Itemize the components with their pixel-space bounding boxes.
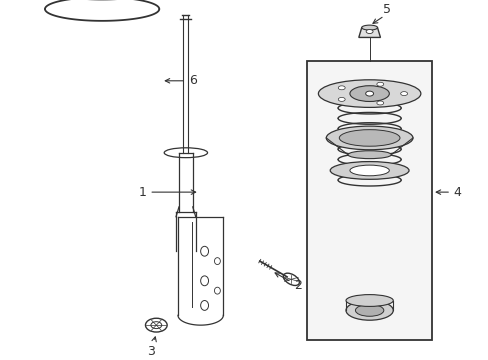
Ellipse shape — [339, 130, 399, 146]
Ellipse shape — [400, 92, 407, 95]
Polygon shape — [358, 28, 380, 37]
Ellipse shape — [365, 91, 373, 96]
Ellipse shape — [325, 126, 412, 150]
Text: 1: 1 — [138, 186, 195, 199]
Ellipse shape — [338, 86, 345, 90]
Text: 5: 5 — [383, 3, 390, 16]
Ellipse shape — [318, 80, 420, 107]
Text: 6: 6 — [165, 74, 196, 87]
Ellipse shape — [355, 305, 383, 316]
Ellipse shape — [361, 25, 377, 30]
Ellipse shape — [329, 162, 408, 179]
Ellipse shape — [376, 82, 383, 86]
Bar — [306, 61, 431, 340]
Ellipse shape — [346, 294, 392, 306]
Ellipse shape — [347, 151, 390, 159]
Text: 2: 2 — [275, 273, 302, 292]
Ellipse shape — [366, 30, 372, 33]
Text: 4: 4 — [435, 186, 461, 199]
Ellipse shape — [338, 98, 345, 102]
Ellipse shape — [349, 86, 388, 102]
Ellipse shape — [346, 301, 392, 320]
Text: 3: 3 — [147, 337, 156, 358]
Ellipse shape — [349, 165, 388, 176]
Ellipse shape — [376, 101, 383, 105]
